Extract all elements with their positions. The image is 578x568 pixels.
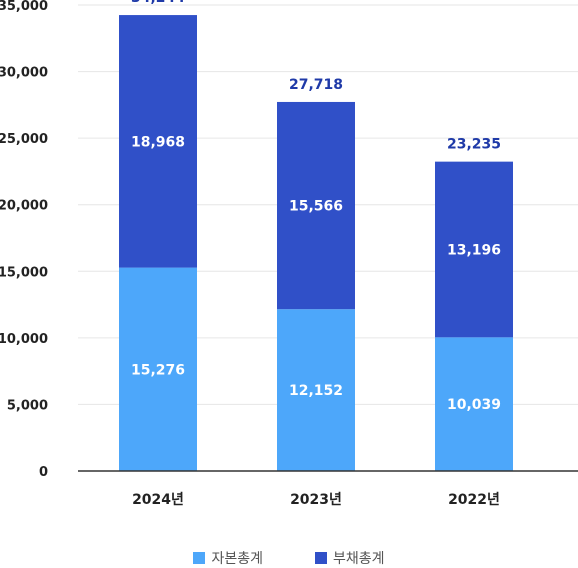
total-label: 23,235 xyxy=(447,137,501,153)
y-tick-label: 30,000 xyxy=(0,66,48,81)
legend-swatch-liabilities xyxy=(315,552,327,564)
bar-segment xyxy=(435,161,513,338)
legend-label-equity: 자본총계 xyxy=(211,551,263,567)
data-label: 12,152 xyxy=(289,383,343,399)
y-tick-label: 0 xyxy=(39,465,48,480)
legend-item-equity[interactable]: 자본총계 xyxy=(193,548,263,568)
bar-segment xyxy=(277,101,355,310)
data-label: 15,566 xyxy=(289,199,343,215)
bar-segment xyxy=(277,309,355,471)
bar-segment xyxy=(435,337,513,471)
x-tick-label: 2023년 xyxy=(290,492,342,508)
y-tick-label: 15,000 xyxy=(0,265,48,280)
legend-swatch-equity xyxy=(193,552,206,564)
x-tick-label: 2022년 xyxy=(448,492,500,508)
legend-label-liabilities: 부채총계 xyxy=(333,551,385,567)
legend-item-liabilities[interactable]: 부채총계 xyxy=(315,548,385,568)
data-label: 10,039 xyxy=(447,397,501,413)
y-tick-label: 5,000 xyxy=(7,398,48,413)
x-tick-label: 2024년 xyxy=(132,492,184,508)
y-tick-label: 35,000 xyxy=(0,0,48,14)
data-label: 18,968 xyxy=(131,134,185,150)
data-label: 15,276 xyxy=(131,362,185,378)
bar-segment xyxy=(119,15,197,268)
total-label: 34,244 xyxy=(131,0,185,6)
y-tick-label: 10,000 xyxy=(0,332,48,347)
data-label: 13,196 xyxy=(447,242,501,258)
bar-segment xyxy=(119,267,197,471)
y-tick-label: 20,000 xyxy=(0,199,48,214)
y-tick-label: 25,000 xyxy=(0,132,48,147)
legend: 자본총계 부채총계 xyxy=(0,548,578,568)
total-label: 27,718 xyxy=(289,77,343,93)
